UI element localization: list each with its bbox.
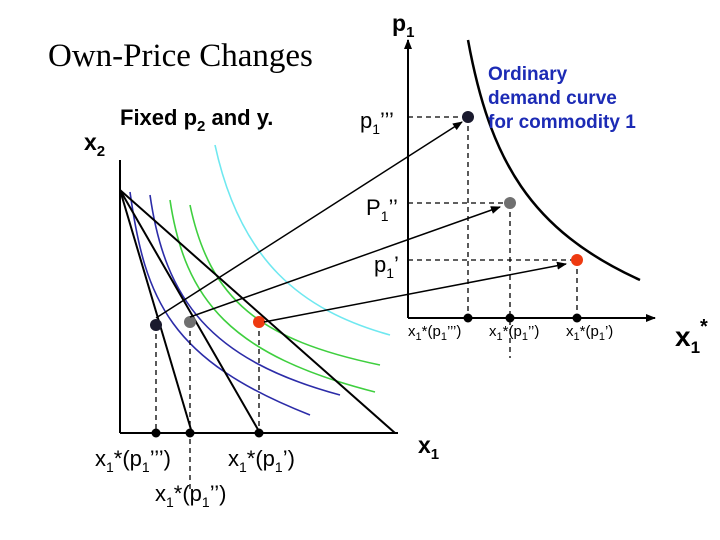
quantity-label-single: x1*(p1’)	[566, 323, 613, 343]
axis-point-2	[185, 428, 195, 438]
budget-line-p1-single	[119, 189, 396, 434]
price-label-double: P1’’	[366, 195, 398, 224]
indifference-curve-2	[149, 194, 341, 396]
arrow-triple	[155, 121, 463, 319]
left-x-axis-label: x1	[418, 432, 439, 463]
demand-curve	[466, 39, 641, 282]
indifference-curve-1	[129, 191, 311, 416]
quantity-axis-point-double	[505, 313, 515, 323]
demand-point-triple	[462, 111, 474, 123]
price-label-single: p1’	[374, 252, 399, 281]
indifference-curve-5	[214, 144, 391, 336]
right-x-axis-label: x1*	[675, 316, 708, 357]
axis-point-3	[254, 428, 264, 438]
tangency-point-3	[253, 316, 265, 328]
quantity-label-triple: x1*(p1’’’)	[408, 323, 461, 343]
indifference-curve-4	[189, 204, 381, 366]
demand-point-single	[571, 254, 583, 266]
tangency-point-1	[150, 319, 162, 331]
indifference-curve-3	[169, 199, 376, 393]
tangency-point-2	[184, 316, 196, 328]
quantity-label-double: x1*(p1’’)	[489, 323, 539, 343]
arrow-single	[263, 261, 567, 323]
axis-point-1	[151, 428, 161, 438]
price-label-triple: p1’’’	[360, 108, 394, 137]
right-y-axis-label: p1	[392, 10, 414, 41]
quantity-axis-point-single	[572, 313, 582, 323]
demand-point-double	[504, 197, 516, 209]
demand-curve-label: Ordinary demand curve for commodity 1	[488, 64, 636, 133]
budget-line-p1-double	[119, 189, 261, 434]
left-label-double: x1*(p1’’)	[155, 481, 226, 510]
left-label-triple: x1*(p1’’’)	[95, 446, 171, 475]
arrow-double	[189, 206, 501, 318]
left-label-single: x1*(p1’)	[228, 446, 295, 475]
budget-line-p1-triple	[119, 189, 193, 434]
left-y-axis-label: x2	[84, 129, 105, 160]
slide-title: Own-Price Changes	[48, 38, 313, 74]
panel-subtitle: Fixed p2 and y.	[120, 105, 273, 135]
quantity-axis-point-triple	[463, 313, 473, 323]
